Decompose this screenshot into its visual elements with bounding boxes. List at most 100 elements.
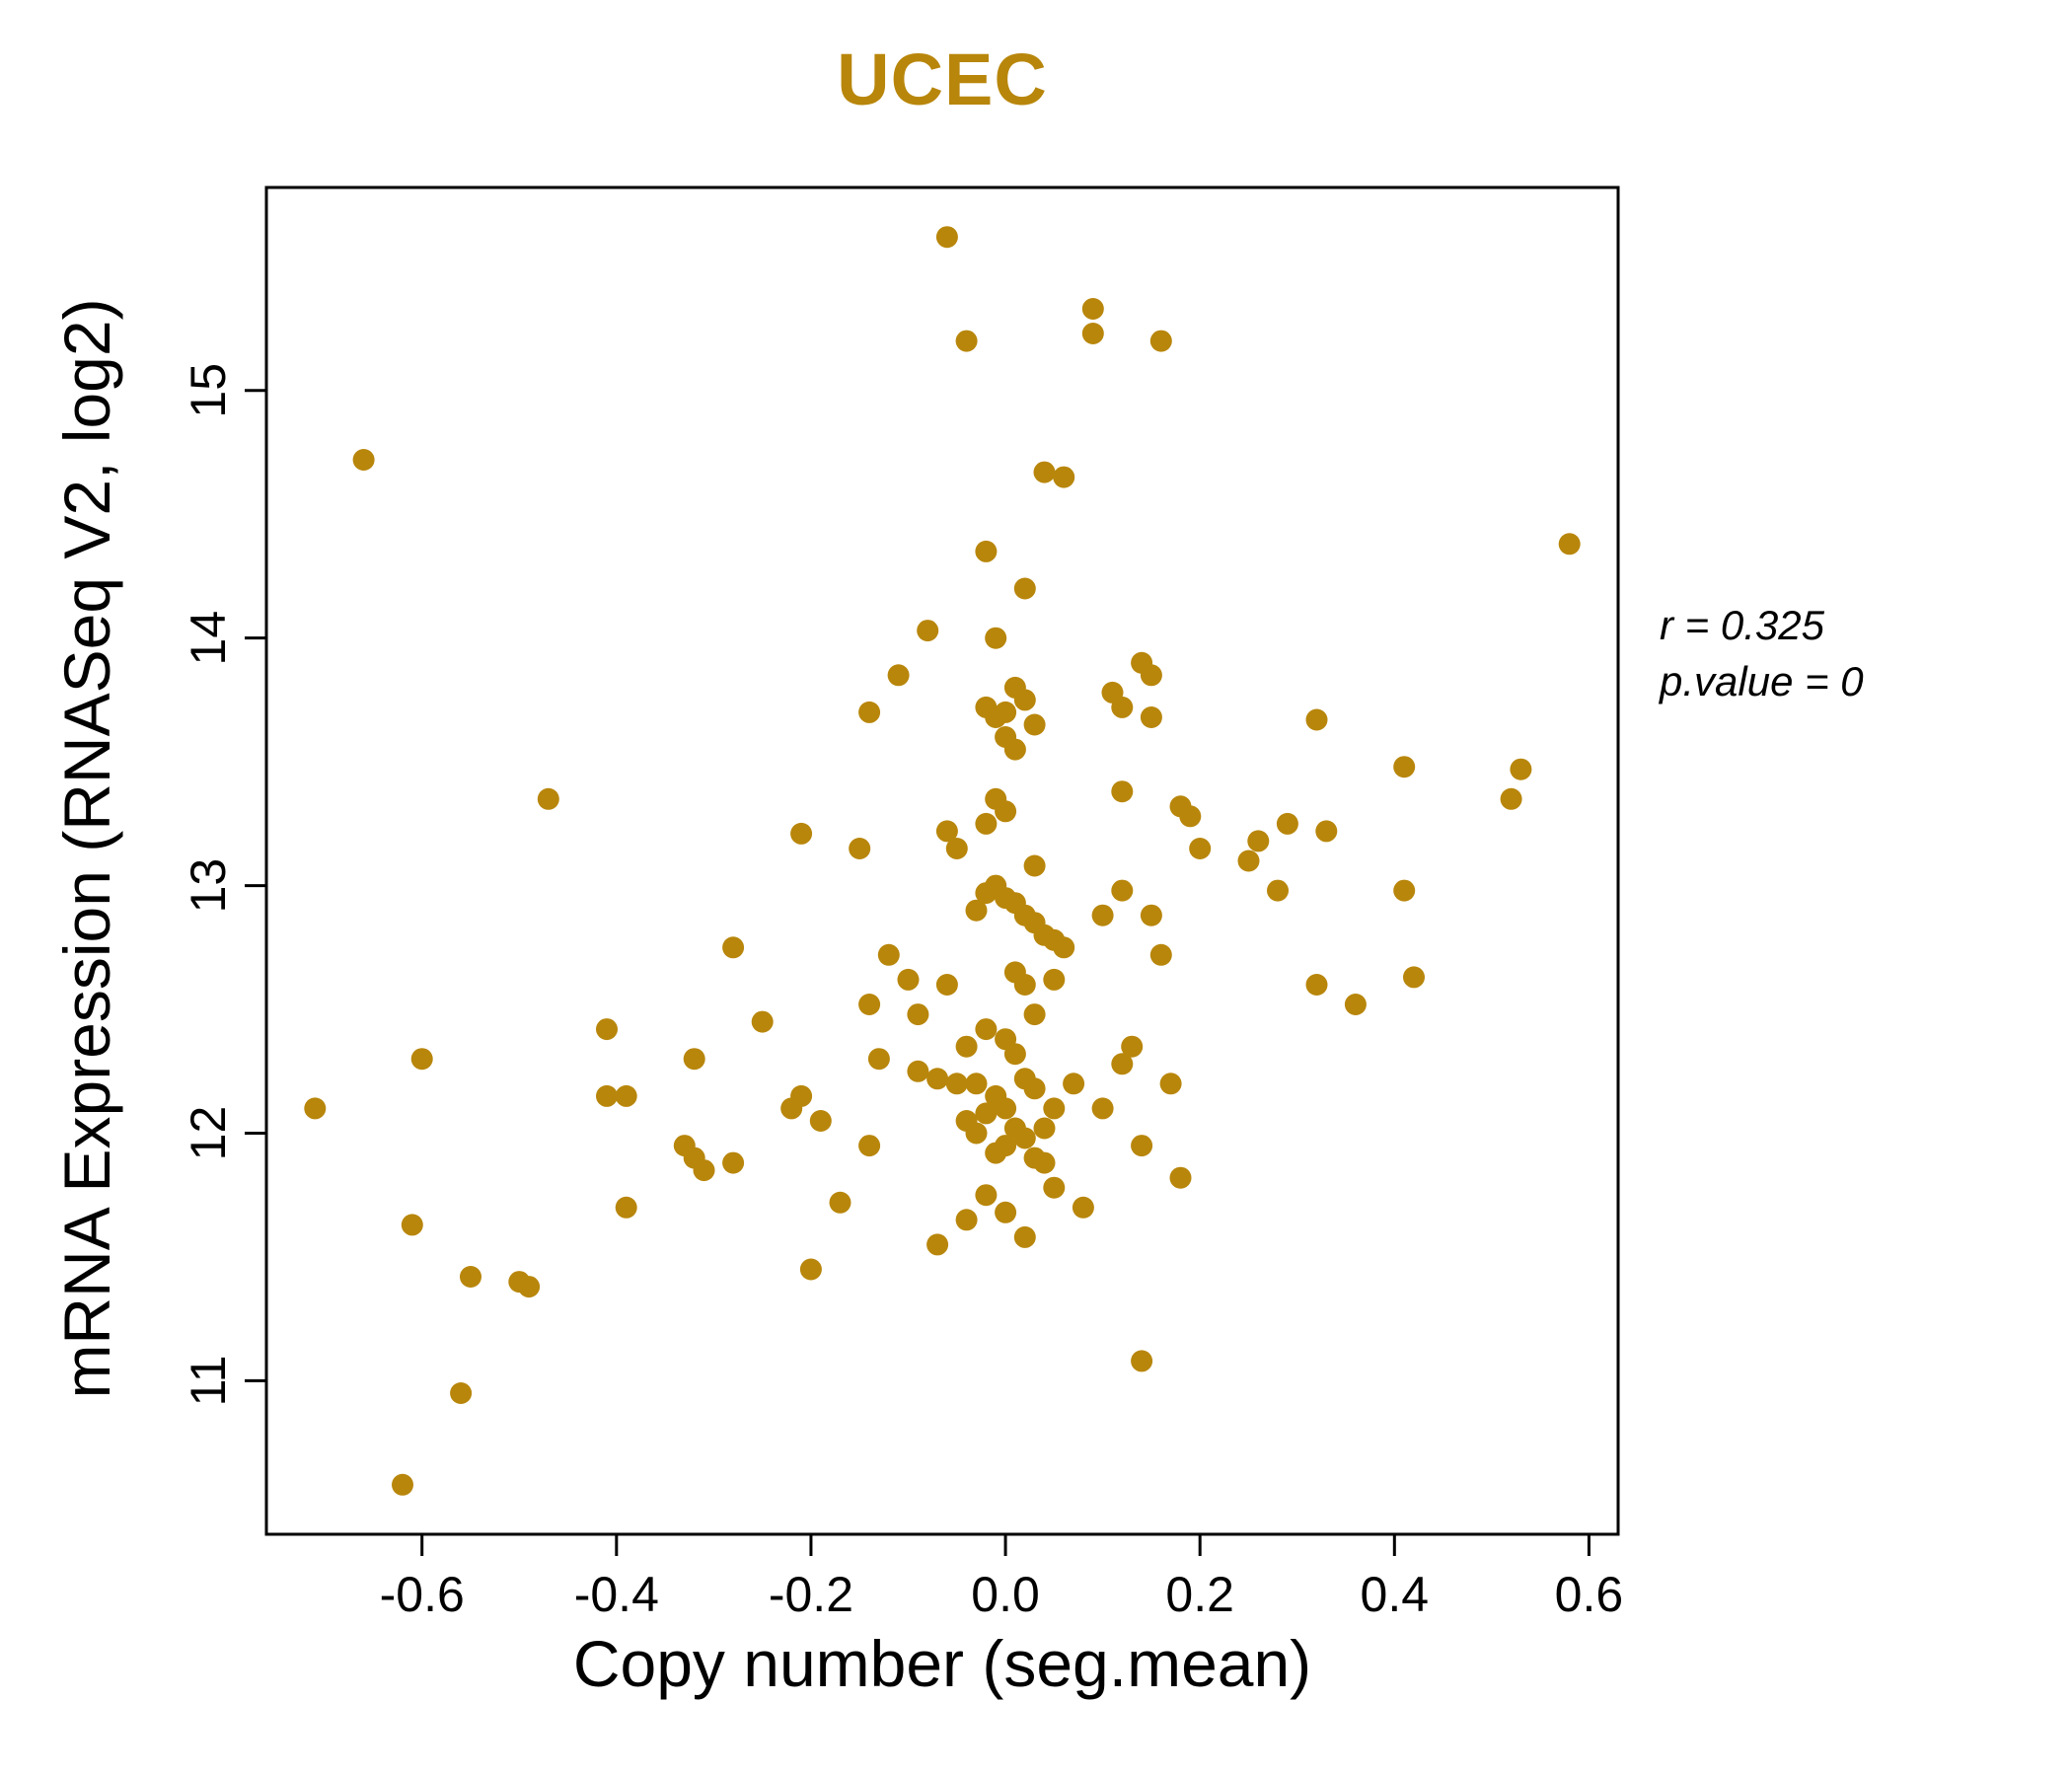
- data-point: [995, 1201, 1017, 1223]
- data-point: [722, 936, 745, 959]
- data-point: [1169, 1166, 1192, 1189]
- data-point: [1111, 879, 1134, 902]
- data-point: [1111, 1053, 1134, 1075]
- data-point: [935, 226, 958, 249]
- data-point: [751, 1010, 774, 1033]
- y-tick-label: 14: [181, 611, 236, 666]
- data-point: [975, 1018, 998, 1041]
- data-point: [1179, 805, 1202, 828]
- data-point: [975, 1184, 998, 1207]
- data-point: [1013, 1225, 1036, 1248]
- data-point: [858, 701, 881, 723]
- data-point: [995, 1135, 1017, 1157]
- data-point: [1081, 323, 1104, 344]
- data-point: [858, 1135, 881, 1157]
- data-point: [965, 1073, 988, 1095]
- data-point: [1003, 738, 1026, 761]
- y-tick-label: 12: [181, 1106, 236, 1161]
- data-point: [537, 787, 559, 810]
- data-point: [615, 1084, 637, 1107]
- x-tick-label: -0.6: [380, 1567, 465, 1622]
- data-point: [1053, 936, 1075, 959]
- data-point: [935, 820, 958, 843]
- data-point: [907, 1060, 929, 1082]
- data-point: [1013, 974, 1036, 996]
- data-point: [1403, 966, 1425, 989]
- data-point: [858, 994, 881, 1015]
- data-point: [1393, 756, 1416, 778]
- data-point: [995, 701, 1017, 723]
- data-point: [917, 620, 939, 642]
- data-point: [809, 1110, 832, 1132]
- data-point: [926, 1233, 949, 1256]
- data-point: [410, 1048, 433, 1071]
- y-tick-label: 11: [181, 1355, 236, 1406]
- data-point: [849, 838, 871, 859]
- data-point: [1247, 830, 1270, 852]
- x-tick-label: 0.6: [1555, 1567, 1624, 1622]
- data-point: [1500, 787, 1522, 810]
- data-point: [1111, 780, 1134, 803]
- data-point: [867, 1048, 890, 1071]
- data-point: [1072, 1196, 1094, 1219]
- correlation-value: r = 0.325: [1660, 602, 1824, 648]
- data-point: [1043, 968, 1066, 991]
- data-point: [1315, 820, 1338, 843]
- data-point: [1091, 904, 1114, 926]
- data-point: [1140, 904, 1162, 926]
- data-point: [1013, 577, 1036, 600]
- x-tick-label: -0.4: [574, 1567, 659, 1622]
- y-tick-label: 15: [181, 363, 236, 418]
- chart-title: UCEC: [837, 38, 1048, 120]
- data-point: [1043, 1097, 1066, 1120]
- data-point: [518, 1276, 541, 1298]
- y-tick-label: 13: [181, 858, 236, 914]
- data-point: [945, 1073, 968, 1095]
- data-point: [1043, 1176, 1066, 1199]
- data-point: [693, 1159, 715, 1182]
- data-point: [1344, 994, 1367, 1015]
- p-value: p.value = 0: [1660, 657, 1864, 704]
- data-point: [975, 812, 998, 835]
- data-point: [995, 1097, 1017, 1120]
- data-point: [683, 1048, 705, 1071]
- stats-annotation: r = 0.325 p.value = 0: [1660, 598, 1864, 709]
- data-point: [1149, 330, 1172, 352]
- data-point: [596, 1084, 618, 1107]
- data-point: [1091, 1097, 1114, 1120]
- data-point: [1063, 1073, 1085, 1095]
- data-point: [985, 627, 1007, 649]
- data-point: [1033, 1117, 1056, 1140]
- data-point: [1111, 696, 1134, 718]
- data-point: [1149, 943, 1172, 966]
- data-point: [1023, 1003, 1046, 1026]
- data-point: [995, 800, 1017, 823]
- data-point: [897, 968, 920, 991]
- data-point: [907, 1003, 929, 1026]
- data-point: [1131, 1350, 1153, 1372]
- data-point: [1393, 879, 1416, 902]
- data-point: [955, 1035, 978, 1058]
- data-point: [615, 1196, 637, 1219]
- data-point: [352, 449, 375, 471]
- data-point: [945, 838, 968, 859]
- data-point: [877, 943, 900, 966]
- data-point: [450, 1382, 473, 1404]
- data-point: [1033, 461, 1056, 483]
- plot-border: [264, 185, 1620, 1536]
- data-point: [1023, 1077, 1046, 1100]
- data-point: [401, 1214, 423, 1236]
- data-point: [722, 1151, 745, 1174]
- data-point: [304, 1097, 327, 1120]
- data-point: [935, 974, 958, 996]
- data-point: [1013, 1127, 1036, 1149]
- data-point: [1510, 758, 1532, 780]
- x-axis-label: Copy number (seg.mean): [572, 1627, 1312, 1700]
- data-point: [965, 1122, 988, 1145]
- data-point: [975, 540, 998, 562]
- data-point: [1305, 708, 1328, 731]
- x-tick-label: 0.2: [1165, 1567, 1234, 1622]
- data-point: [790, 1084, 813, 1107]
